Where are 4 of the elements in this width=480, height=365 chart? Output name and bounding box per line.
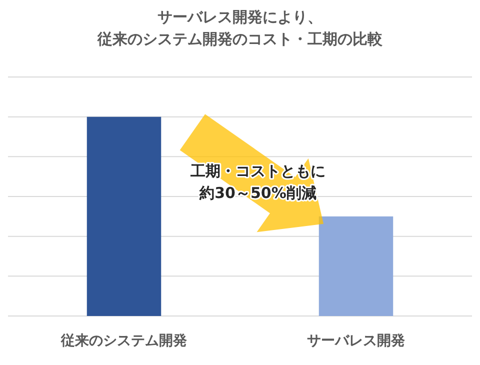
x-tick-label: 従来のシステム開発 bbox=[60, 333, 187, 349]
chart-title: サーバレス開発により、 bbox=[158, 8, 322, 26]
chart-subtitle: 従来のシステム開発のコスト・工期の比較 bbox=[96, 30, 384, 48]
x-tick-label: サーバレス開発 bbox=[307, 333, 405, 349]
